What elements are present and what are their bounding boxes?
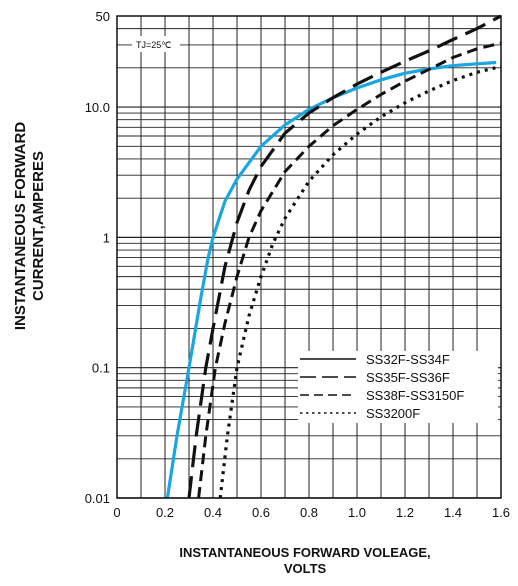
legend-label: SS38F-SS3150F xyxy=(366,388,464,403)
y-tick-label: 50 xyxy=(96,9,110,24)
series-layer xyxy=(165,14,502,499)
y-axis-title-line2: CURRENT,AMPERES xyxy=(30,151,47,301)
x-tick-label: 0 xyxy=(113,505,120,520)
y-tick-label: 0.01 xyxy=(85,491,110,506)
series-line-2 xyxy=(187,14,502,499)
x-tick-labels: 0 0.2 0.4 0.6 0.8 1.0 1.2 1.4 1.6 xyxy=(113,505,510,520)
x-tick-label: 0.6 xyxy=(252,505,270,520)
y-axis-title: INSTANTANEOUS FORWARD xyxy=(12,122,29,330)
x-axis-title-line2: VOLTS xyxy=(284,561,327,576)
tj-annotation: TJ=25℃ xyxy=(132,36,180,52)
legend-label: SS35F-SS36F xyxy=(366,370,450,385)
legend-box xyxy=(298,351,498,423)
legend-label: SS3200F xyxy=(366,406,420,421)
y-tick-labels: 0.01 0.1 1 10.0 50 xyxy=(85,9,110,506)
plot-frame xyxy=(116,15,502,499)
x-tick-label: 1.4 xyxy=(444,505,462,520)
x-tick-label: 0.4 xyxy=(204,505,222,520)
series-line-3 xyxy=(197,41,502,499)
x-tick-label: 1.0 xyxy=(348,505,366,520)
x-tick-label: 0.2 xyxy=(156,505,174,520)
x-tick-label: 0.8 xyxy=(300,505,318,520)
x-axis-title: INSTANTANEOUS FORWARD VOLEAGE, xyxy=(179,545,430,560)
legend-label: SS32F-SS34F xyxy=(366,352,450,367)
y-tick-label: 1 xyxy=(103,230,110,245)
y-tick-label: 0.1 xyxy=(92,361,110,376)
annotation-text: TJ=25℃ xyxy=(136,40,171,50)
series-line-4 xyxy=(218,64,502,499)
y-tick-label: 10.0 xyxy=(85,100,110,115)
x-tick-label: 1.6 xyxy=(492,505,510,520)
legend: SS32F-SS34F SS35F-SS36F SS38F-SS3150F SS320… xyxy=(298,351,498,423)
x-tick-label: 1.2 xyxy=(396,505,414,520)
